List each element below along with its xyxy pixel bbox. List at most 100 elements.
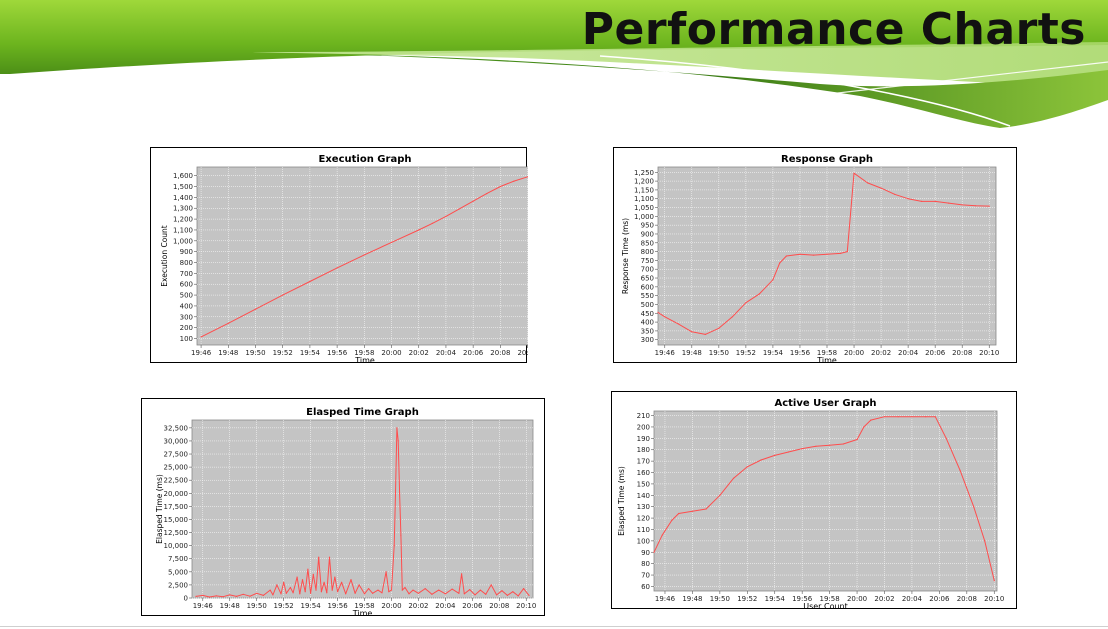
- data-point: [490, 584, 492, 586]
- y-tick-label: 15,000: [164, 516, 189, 524]
- x-tick-label: 19:58: [817, 349, 837, 357]
- banner-light-swoosh: [250, 42, 1108, 88]
- x-tick-label: 19:48: [220, 602, 240, 610]
- data-point: [249, 595, 251, 597]
- y-tick-label: 140: [637, 492, 650, 500]
- y-tick-label: 700: [641, 266, 654, 274]
- y-tick-label: 150: [637, 480, 650, 488]
- data-point: [671, 519, 673, 521]
- x-tick-label: 19:56: [327, 602, 348, 610]
- execution-graph-chart: Execution Graph 100 200 300 400 500 600 700 800 9…: [160, 154, 528, 364]
- data-point: [733, 477, 735, 479]
- data-point: [326, 592, 328, 594]
- x-tick-label: 19:56: [327, 349, 348, 357]
- x-tick-label: 20:02: [409, 349, 429, 357]
- x-tick-label: 19:52: [737, 595, 757, 603]
- data-point: [269, 589, 271, 591]
- y-tick-label: 950: [641, 222, 654, 230]
- data-point: [704, 333, 706, 335]
- y-tick-label: 200: [637, 423, 650, 431]
- data-point: [774, 454, 776, 456]
- data-point: [458, 592, 460, 594]
- y-tick-label: 1,100: [173, 226, 193, 234]
- data-point: [911, 416, 913, 418]
- y-tick-label: 30,000: [164, 437, 189, 445]
- data-point: [517, 595, 519, 597]
- data-point: [870, 419, 872, 421]
- y-tick-label: 1,150: [634, 186, 654, 194]
- y-tick-label: 1,100: [634, 195, 654, 203]
- data-point: [661, 534, 663, 536]
- data-point: [385, 571, 387, 573]
- y-tick-label: 32,500: [164, 424, 189, 432]
- data-point: [358, 584, 360, 586]
- x-tick-label: 20:06: [463, 349, 484, 357]
- data-point: [272, 594, 274, 596]
- data-point: [988, 205, 990, 207]
- series-line-group: [195, 427, 530, 598]
- y-axis-label: Elasped Time (ms): [155, 474, 164, 544]
- data-point: [368, 588, 370, 590]
- data-point: [842, 443, 844, 445]
- data-point: [388, 591, 390, 593]
- data-point: [718, 327, 720, 329]
- y-tick-label: 100: [180, 335, 193, 343]
- data-point: [431, 222, 433, 224]
- data-point: [496, 594, 498, 596]
- data-point: [469, 589, 471, 591]
- x-tick-label: 19:58: [354, 349, 374, 357]
- data-point: [993, 580, 995, 582]
- chart-title: Active User Graph: [774, 398, 876, 409]
- y-tick-label: 160: [637, 469, 650, 477]
- elapsed-time-graph-chart: Elasped Time Graph 0 2,500 5,000 7,500 10,000…: [155, 407, 536, 617]
- x-tick-label: 19:46: [655, 349, 676, 357]
- y-tick-label: 600: [180, 281, 193, 289]
- data-point: [528, 594, 530, 596]
- y-tick-label: 17,500: [164, 503, 189, 511]
- data-point: [397, 440, 399, 442]
- data-point: [506, 594, 508, 596]
- x-axis-label: Time: [354, 356, 375, 364]
- data-point: [276, 584, 278, 586]
- y-tick-label: 450: [641, 310, 654, 318]
- x-tick-label: 19:58: [354, 602, 374, 610]
- bottom-divider: [0, 626, 1108, 627]
- data-point: [444, 593, 446, 595]
- plot-area: [191, 419, 534, 599]
- x-tick-label: 19:56: [790, 349, 811, 357]
- x-tick-label: 19:48: [682, 595, 702, 603]
- data-point: [445, 215, 447, 217]
- data-point: [959, 469, 961, 471]
- data-point: [341, 581, 343, 583]
- x-tick-label: 20:06: [929, 595, 950, 603]
- x-tick-label: 19:48: [218, 349, 238, 357]
- data-point: [394, 492, 397, 494]
- data-point: [653, 551, 655, 553]
- data-point: [318, 556, 320, 558]
- data-point: [973, 506, 975, 508]
- y-tick-label: 20,000: [164, 490, 189, 498]
- y-tick-label: 5,000: [168, 568, 188, 576]
- data-point: [523, 588, 525, 590]
- x-tick-label: 20:10: [516, 602, 536, 610]
- data-point: [458, 208, 461, 210]
- x-tick-label: 19:46: [191, 349, 212, 357]
- banner-white-line-2: [689, 61, 1108, 111]
- data-point: [801, 448, 803, 450]
- x-tick-label: 19:52: [273, 349, 293, 357]
- series-line-group: [653, 416, 995, 582]
- data-point: [691, 331, 693, 333]
- y-tick-label: 600: [641, 283, 654, 291]
- x-axis-label: Time: [816, 356, 837, 364]
- y-tick-label: 180: [637, 446, 650, 454]
- data-point: [350, 579, 352, 581]
- x-tick-label: 20:00: [844, 349, 864, 357]
- data-point: [691, 510, 693, 512]
- data-point: [677, 323, 679, 325]
- data-point: [208, 596, 211, 598]
- y-tick-label: 25,000: [164, 464, 189, 472]
- y-tick-label: 700: [180, 270, 193, 278]
- y-tick-label: 900: [641, 230, 654, 238]
- chart-title: Execution Graph: [319, 154, 412, 165]
- data-point: [880, 187, 882, 189]
